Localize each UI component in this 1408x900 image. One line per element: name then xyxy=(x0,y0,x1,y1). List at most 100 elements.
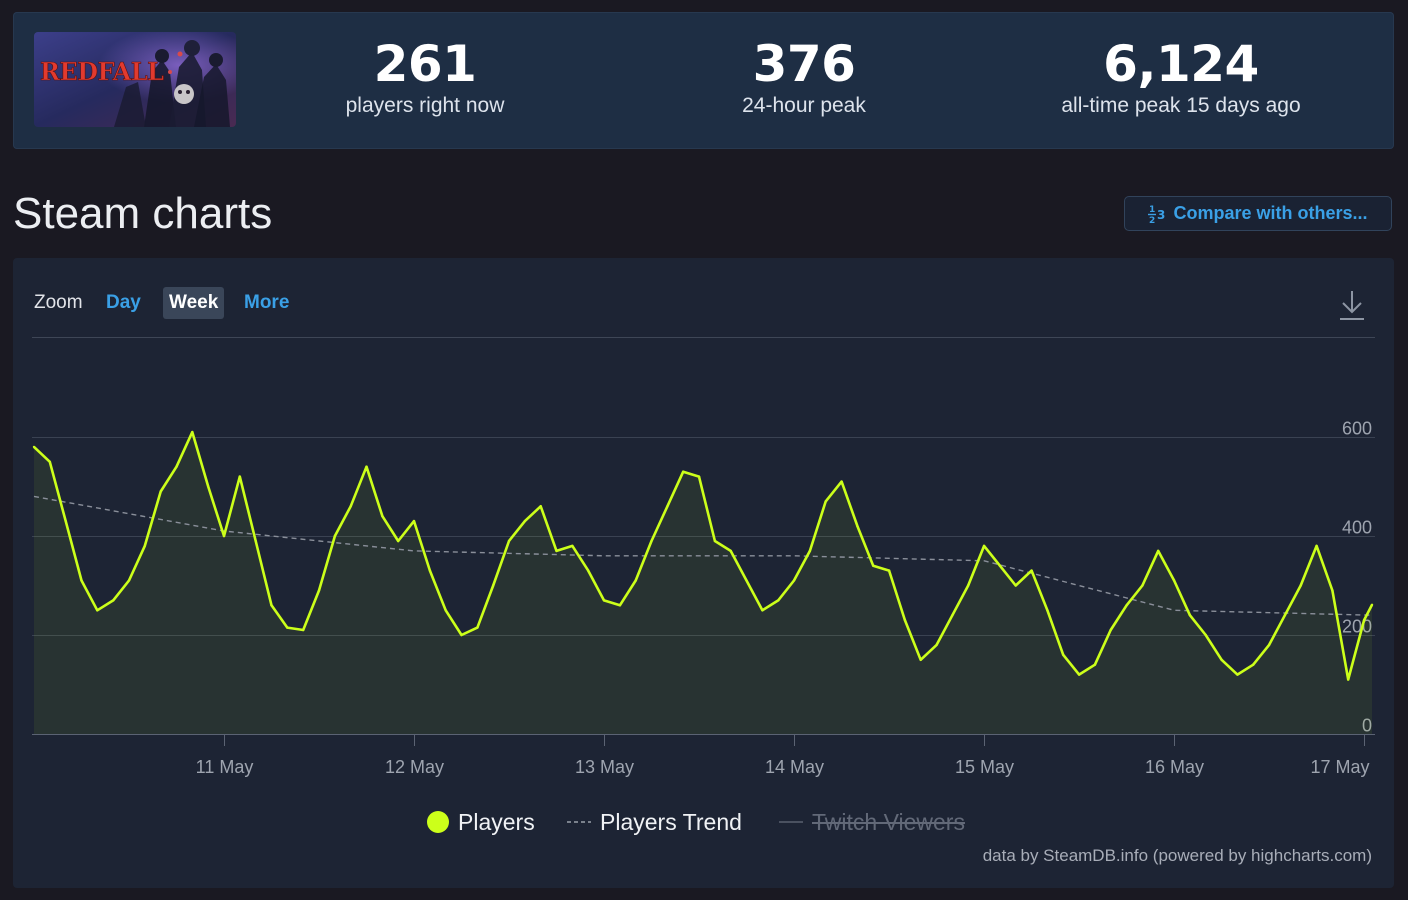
chart-credits[interactable]: data by SteamDB.info (powered by highcha… xyxy=(982,846,1372,865)
players-point xyxy=(302,628,305,632)
x-tick-label: 12 May xyxy=(385,757,444,777)
legend-label: Players Trend xyxy=(600,808,742,835)
zoom-more-button[interactable]: More xyxy=(244,292,290,313)
players-point xyxy=(1188,614,1192,617)
players-point xyxy=(1062,653,1065,656)
players-point xyxy=(982,544,986,548)
players-point xyxy=(1220,658,1223,661)
compare-button-label: Compare with others... xyxy=(1173,203,1368,223)
players-point xyxy=(397,539,400,543)
players-point xyxy=(317,589,321,592)
players-point xyxy=(444,609,447,612)
stats-bar: REDFALL 261 players right now 376 24-hou… xyxy=(13,12,1394,149)
chart-series xyxy=(32,430,1374,734)
players-point xyxy=(1077,673,1081,676)
zoom-label: Zoom xyxy=(34,292,83,313)
stat-label: players right now xyxy=(345,94,505,117)
players-point xyxy=(1236,673,1239,676)
stat-all-time-peak: 6,124 all-time peak 15 days ago xyxy=(1011,34,1351,120)
section-title: Steam charts xyxy=(13,189,273,238)
players-point xyxy=(602,599,606,602)
x-tick-label: 16 May xyxy=(1145,757,1204,777)
x-tick-label: 13 May xyxy=(575,757,634,777)
players-point xyxy=(1204,633,1207,637)
players-point xyxy=(792,579,796,582)
x-tick-label: 11 May xyxy=(196,757,254,777)
players-point xyxy=(460,633,463,637)
players-point xyxy=(713,539,717,543)
players-point xyxy=(1093,663,1097,666)
zoom-day-button[interactable]: Day xyxy=(106,292,141,313)
stat-label: 24-hour peak xyxy=(742,94,866,117)
players-point xyxy=(919,658,922,661)
players-point xyxy=(856,524,859,528)
y-tick-label: 0 xyxy=(1362,716,1372,736)
players-point xyxy=(1109,628,1112,632)
players-point xyxy=(571,544,574,548)
stat-value: 376 xyxy=(752,35,856,93)
players-point xyxy=(127,579,131,582)
stat-24h-peak: 376 24-hour peak xyxy=(634,34,974,120)
players-point xyxy=(1362,618,1366,622)
players-point xyxy=(428,569,432,572)
players-point xyxy=(587,569,590,572)
players-area xyxy=(34,432,1372,734)
x-tick-label: 15 May xyxy=(955,757,1014,777)
x-axis: 11 May 12 May 13 May 14 May 15 May 16 May 17 M… xyxy=(32,734,1375,777)
zoom-week-button[interactable]: Week xyxy=(163,287,225,319)
players-point xyxy=(539,505,542,508)
legend-label: Players xyxy=(458,808,535,835)
compare-button[interactable]: 1 2 3 Compare with others... xyxy=(1124,196,1392,231)
numbers-icon: 1 2 3 xyxy=(1148,205,1166,225)
legend-line-icon xyxy=(779,821,803,823)
players-point xyxy=(1299,584,1302,587)
players-point xyxy=(238,475,241,478)
players-point xyxy=(824,500,827,503)
chart-legend: Players Players Trend Twitch Viewers xyxy=(0,804,1408,840)
players-point xyxy=(412,519,416,523)
players-point xyxy=(555,549,558,553)
players-point xyxy=(222,534,226,538)
players-point xyxy=(872,564,875,567)
players-point xyxy=(618,604,622,607)
players-point xyxy=(159,490,162,493)
players-point xyxy=(951,614,954,617)
players-point xyxy=(1370,603,1374,606)
stat-value: 6,124 xyxy=(1103,35,1259,93)
legend-item-twitch-viewers[interactable]: Twitch Viewers xyxy=(778,804,965,840)
players-point xyxy=(96,609,99,612)
stat-players-now: 261 players right now xyxy=(255,34,595,120)
x-tick-label: 17 May xyxy=(1310,757,1369,777)
players-point xyxy=(1347,678,1350,681)
svg-text:1: 1 xyxy=(1149,205,1155,215)
x-tick-label: 14 May xyxy=(765,757,824,777)
players-point xyxy=(729,549,732,553)
players-point xyxy=(32,445,36,449)
players-point xyxy=(507,539,511,543)
download-icon[interactable] xyxy=(1338,288,1366,322)
y-tick-label: 600 xyxy=(1342,419,1372,439)
players-point xyxy=(1014,584,1017,587)
players-point xyxy=(998,564,1002,567)
players-point xyxy=(887,569,891,572)
players-point xyxy=(207,485,210,488)
players-point xyxy=(1252,663,1255,666)
players-point xyxy=(1141,584,1144,587)
players-point xyxy=(492,584,495,587)
players-point xyxy=(80,579,83,582)
players-point xyxy=(1172,579,1176,582)
game-logo[interactable]: REDFALL xyxy=(34,32,236,127)
legend-dot-icon xyxy=(427,811,449,833)
players-point xyxy=(254,539,257,543)
players-point xyxy=(650,539,653,543)
y-tick-label: 400 xyxy=(1342,518,1372,538)
legend-item-players[interactable]: Players xyxy=(426,804,535,840)
players-point xyxy=(1030,569,1033,572)
legend-item-players-trend[interactable]: Players Trend xyxy=(566,804,742,840)
players-point xyxy=(1331,589,1334,592)
players-point xyxy=(1125,604,1128,607)
game-logo-art: REDFALL xyxy=(34,32,236,127)
players-point xyxy=(808,549,812,553)
